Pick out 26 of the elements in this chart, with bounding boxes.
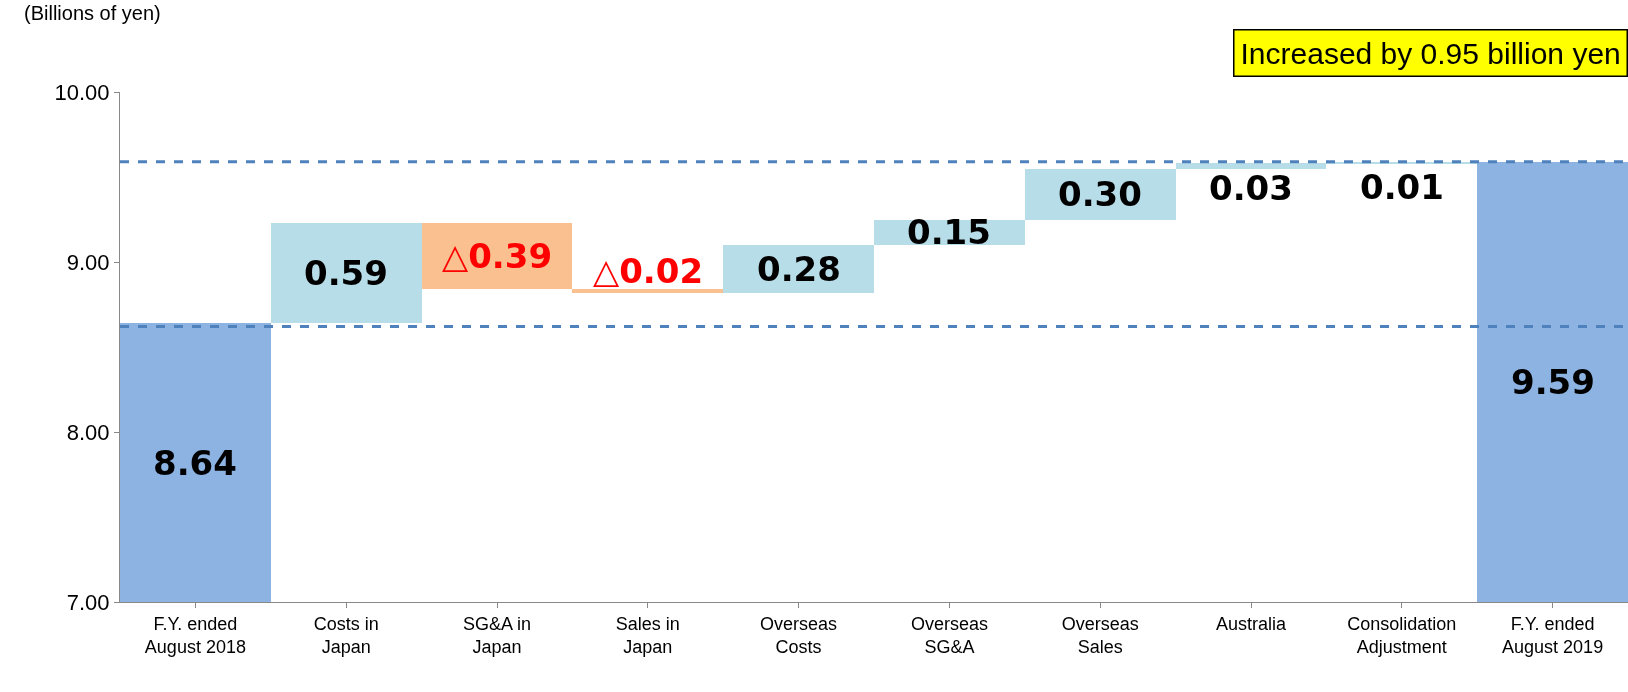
data-label: 0.30 [1058, 174, 1142, 214]
x-tick-label: F.Y. ended August 2018 [144, 613, 246, 657]
y-tick-label: 9.00 [66, 249, 110, 275]
text: Increased by 0.95 billion yen [1240, 36, 1621, 70]
x-tick-label: Sales in Japan [615, 613, 680, 657]
x-tick-label: Costs in Japan [313, 613, 379, 657]
data-label: 0.15 [907, 212, 991, 252]
data-label: 0.01 [1360, 167, 1444, 207]
y-tick-label: 10.00 [54, 79, 110, 105]
y-tick-label: 8.00 [66, 419, 110, 445]
x-tick-label: SG&A in Japan [462, 613, 532, 657]
data-label: 9.59 [1511, 362, 1595, 402]
data-label: △0.02 [593, 251, 704, 291]
x-tick-label: Australia [1215, 613, 1287, 634]
data-label: 0.03 [1209, 168, 1293, 208]
data-label: 8.64 [153, 443, 237, 483]
x-tick-label: Overseas Sales [1061, 613, 1139, 657]
x-tick-label: F.Y. ended August 2019 [1502, 613, 1604, 657]
x-tick-label: Overseas SG&A [910, 613, 988, 657]
x-tick-label: Overseas Costs [760, 613, 838, 657]
y-axis-title: (Billions of yen) [24, 2, 161, 24]
y-tick-label: 7.00 [66, 589, 110, 615]
data-label: 0.59 [304, 253, 388, 293]
x-tick-label: Consolidation Adjustment [1347, 613, 1457, 657]
data-label: △0.39 [442, 236, 553, 276]
data-label: 0.28 [757, 249, 841, 289]
